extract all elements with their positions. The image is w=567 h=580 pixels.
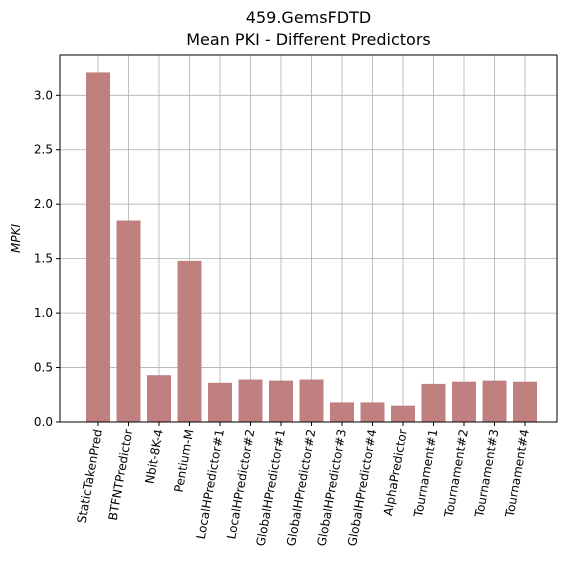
bar-LocalHPredictor#2 xyxy=(238,379,263,422)
x-tick-label: GlobalHPredictor#4 xyxy=(345,428,379,547)
bar-StaticTakenPred xyxy=(86,72,110,423)
bar-Nbit-8K-4 xyxy=(147,375,171,422)
x-tick-label: StaticTakenPred xyxy=(75,428,105,524)
y-tick-label: 2.0 xyxy=(34,197,53,211)
bar-Tournament#1 xyxy=(421,383,446,422)
bar-Pentium-M xyxy=(177,260,202,422)
x-tick-label: Nbit-8K-4 xyxy=(143,428,166,485)
x-tick-label: Tournament#4 xyxy=(503,428,532,519)
x-tick-label: LocalHPredictor#2 xyxy=(224,428,257,540)
chart-title: 459.GemsFDTD xyxy=(245,8,372,27)
y-tick-label: 1.5 xyxy=(34,252,53,266)
bar-Tournament#2 xyxy=(452,381,476,422)
x-tick-label: Pentium-M xyxy=(172,428,197,493)
y-axis-label: MPKI xyxy=(9,224,23,253)
x-tick-label: Tournament#2 xyxy=(442,428,471,519)
bar-LocalHPredictor#1 xyxy=(208,382,232,422)
bar-AlphaPredictor xyxy=(391,405,415,422)
x-tick-label: GlobalHPredictor#1 xyxy=(254,428,288,547)
x-tick-label: GlobalHPredictor#2 xyxy=(284,428,318,547)
x-tick-label: Tournament#3 xyxy=(472,428,501,519)
x-axis-ticks: StaticTakenPred BTFNTPredictor Nbit-8K-4 Pe… xyxy=(75,422,532,547)
y-tick-label: 0.5 xyxy=(34,361,53,375)
y-tick-label: 0.0 xyxy=(34,415,53,429)
x-tick-label: Tournament#1 xyxy=(411,428,440,519)
bar-BTFNTPredictor xyxy=(116,220,141,422)
bar-Tournament#3 xyxy=(482,380,507,422)
x-tick-label: GlobalHPredictor#3 xyxy=(315,428,349,547)
y-tick-label: 3.0 xyxy=(34,88,53,102)
bar-GlobalHPredictor#4 xyxy=(360,402,385,422)
x-tick-label: BTFNTPredictor xyxy=(106,428,136,521)
y-tick-label: 1.0 xyxy=(34,306,53,320)
bar-GlobalHPredictor#2 xyxy=(299,379,324,422)
bar-GlobalHPredictor#1 xyxy=(269,380,293,422)
bar-Tournament#4 xyxy=(513,381,537,422)
y-tick-label: 2.5 xyxy=(34,143,53,157)
bars-layer xyxy=(86,72,537,423)
chart-subtitle: Mean PKI - Different Predictors xyxy=(186,30,431,49)
x-tick-label: AlphaPredictor xyxy=(381,428,410,517)
plot-frame xyxy=(59,54,558,423)
bar-GlobalHPredictor#3 xyxy=(330,402,354,422)
x-tick-label: LocalHPredictor#1 xyxy=(194,428,227,540)
y-axis-ticks: 0.0 0.5 1.0 1.5 2.0 2.5 3.0 xyxy=(34,88,60,429)
